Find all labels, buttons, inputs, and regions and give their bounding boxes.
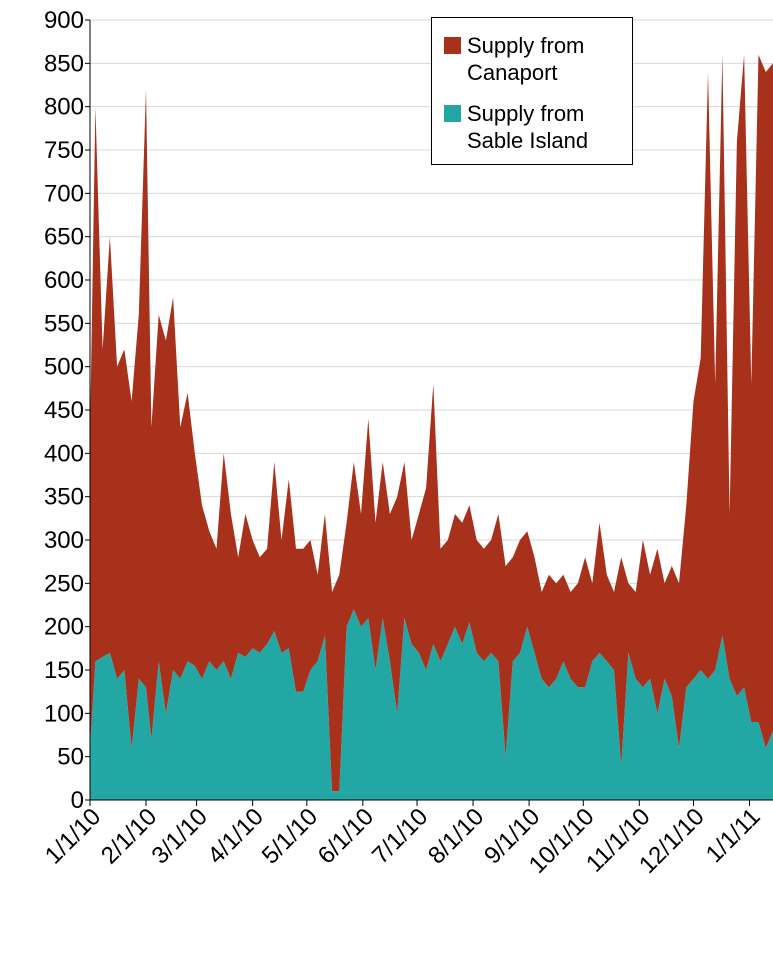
y-tick-label: 200 bbox=[44, 614, 84, 641]
y-tick-label: 500 bbox=[44, 354, 84, 381]
y-tick-label: 150 bbox=[44, 657, 84, 684]
area bbox=[90, 609, 773, 800]
x-tick-label: 7/1/10 bbox=[367, 803, 433, 869]
legend-item: Supply from Sable Island bbox=[444, 100, 622, 154]
y-tick-label: 350 bbox=[44, 484, 84, 511]
y-tick-label: 900 bbox=[44, 7, 84, 34]
legend: Supply from Canaport Supply from Sable Is… bbox=[431, 17, 633, 165]
y-tick-label: 650 bbox=[44, 224, 84, 251]
x-tick-label: 6/1/10 bbox=[313, 803, 379, 869]
legend-swatch bbox=[444, 105, 461, 122]
legend-label: Supply from Sable Island bbox=[467, 101, 589, 153]
y-tick-label: 400 bbox=[44, 440, 84, 467]
x-tick-label: 1/1/11 bbox=[701, 803, 766, 868]
legend-item: Supply from Canaport bbox=[444, 32, 622, 86]
legend-swatch bbox=[444, 37, 461, 54]
area bbox=[90, 54, 773, 792]
y-tick-label: 450 bbox=[44, 397, 84, 424]
y-tick-label: 850 bbox=[44, 50, 84, 77]
y-tick-label: 250 bbox=[44, 570, 84, 597]
y-tick-label: 100 bbox=[44, 700, 84, 727]
y-tick-label: 600 bbox=[44, 267, 84, 294]
x-tick-label: 3/1/10 bbox=[147, 803, 213, 869]
legend-label: Supply from Canaport bbox=[467, 33, 585, 85]
y-tick-label: 750 bbox=[44, 137, 84, 164]
x-tick-label: 8/1/10 bbox=[423, 803, 489, 869]
y-tick-label: 800 bbox=[44, 94, 84, 121]
x-tick-label: 5/1/10 bbox=[257, 803, 323, 869]
y-tick-label: 700 bbox=[44, 180, 84, 207]
y-tick-label: 550 bbox=[44, 310, 84, 337]
y-tick-label: 0 bbox=[71, 787, 84, 814]
x-tick-label: 4/1/10 bbox=[203, 803, 269, 869]
x-tick-label: 2/1/10 bbox=[96, 803, 162, 869]
y-tick-label: 300 bbox=[44, 527, 84, 554]
y-tick-label: 50 bbox=[57, 744, 84, 771]
